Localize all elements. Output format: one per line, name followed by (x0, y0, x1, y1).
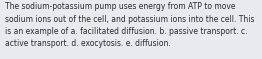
Text: The sodium-potassium pump uses energy from ATP to move
sodium ions out of the ce: The sodium-potassium pump uses energy fr… (5, 2, 254, 48)
